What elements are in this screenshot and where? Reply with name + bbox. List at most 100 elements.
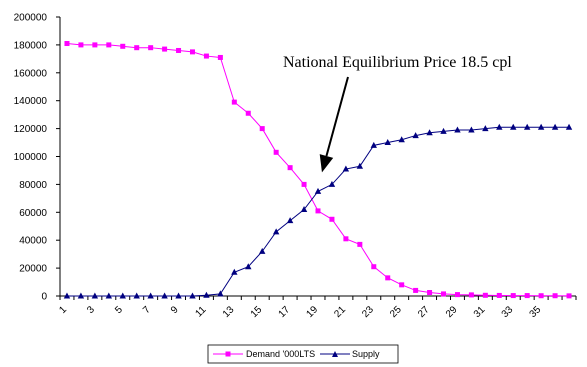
demand-point xyxy=(524,293,530,299)
y-tick-label: 140000 xyxy=(14,96,48,107)
demand-point xyxy=(315,208,321,214)
supply-point xyxy=(189,292,196,299)
supply-point xyxy=(203,291,210,298)
demand-point xyxy=(148,45,154,51)
y-tick-label: 160000 xyxy=(14,68,48,79)
x-tick-label: 31 xyxy=(472,304,488,320)
supply-series xyxy=(63,123,573,299)
y-tick-label: 100000 xyxy=(14,152,48,163)
x-tick-label: 1 xyxy=(57,304,69,316)
demand-point xyxy=(301,181,307,187)
x-tick-label: 29 xyxy=(444,304,460,320)
demand-point xyxy=(78,42,84,48)
demand-point xyxy=(413,287,419,293)
demand-point xyxy=(189,49,195,55)
supply-point xyxy=(328,180,336,187)
demand-point xyxy=(427,290,433,296)
supply-point xyxy=(91,292,99,299)
x-tick-label: 23 xyxy=(360,304,376,320)
demand-point xyxy=(399,282,405,288)
demand-point xyxy=(552,293,558,299)
x-tick-label: 27 xyxy=(416,304,432,320)
supply-point xyxy=(300,206,308,213)
supply-point xyxy=(482,125,489,132)
supply-point xyxy=(175,292,182,299)
x-tick-label: 9 xyxy=(169,304,181,316)
supply-point xyxy=(496,123,503,130)
demand-point xyxy=(176,47,182,53)
supply-point xyxy=(468,126,475,133)
demand-point xyxy=(482,292,488,298)
demand-point xyxy=(203,53,209,59)
demand-point xyxy=(106,42,112,48)
demand-point xyxy=(134,45,140,51)
supply-point xyxy=(454,126,461,133)
demand-point xyxy=(538,293,544,299)
demand-point xyxy=(92,42,98,48)
annotation-arrow xyxy=(325,76,349,157)
supply-point xyxy=(426,129,433,136)
y-axis: 0 20000 40000 60000 80000 100000 120000 140000 1… xyxy=(14,13,61,303)
demand-point xyxy=(468,292,474,298)
x-tick-label: 13 xyxy=(221,304,237,320)
y-tick-label: 0 xyxy=(41,292,47,303)
supply-point xyxy=(259,247,266,254)
supply-point xyxy=(510,123,517,130)
y-tick-label: 200000 xyxy=(14,13,48,24)
y-tick-label: 180000 xyxy=(14,40,48,51)
demand-point xyxy=(287,165,293,171)
demand-point xyxy=(259,126,265,132)
supply-point xyxy=(342,165,350,172)
supply-point xyxy=(398,136,405,143)
annotation-arrowhead xyxy=(319,154,334,173)
supply-point xyxy=(551,123,559,130)
demand-point xyxy=(454,292,460,298)
demand-point xyxy=(441,291,447,297)
supply-point xyxy=(537,123,545,130)
x-tick-label: 33 xyxy=(500,304,516,320)
demand-point xyxy=(329,216,335,222)
supply-point xyxy=(217,290,224,297)
y-tick-label: 40000 xyxy=(19,236,47,247)
supply-point xyxy=(565,123,573,130)
demand-point xyxy=(245,110,251,116)
supply-point xyxy=(245,263,252,270)
x-tick-label: 11 xyxy=(193,304,208,319)
y-tick-label: 120000 xyxy=(14,124,48,135)
supply-point xyxy=(63,292,71,299)
demand-point xyxy=(343,236,349,242)
legend-supply-marker xyxy=(332,351,338,357)
annotation: National Equilibrium Price 18.5 cpl xyxy=(283,54,512,173)
demand-point xyxy=(217,54,223,60)
x-tick-label: 15 xyxy=(249,304,265,320)
demand-point xyxy=(64,41,70,47)
x-tick-label: 21 xyxy=(332,304,348,320)
supply-point xyxy=(412,132,419,139)
supply-point xyxy=(133,292,140,299)
demand-point xyxy=(510,293,516,299)
x-tick-label: 7 xyxy=(141,304,153,316)
demand-point xyxy=(496,292,502,298)
x-tick-label: 5 xyxy=(113,304,125,316)
demand-point xyxy=(385,275,391,281)
demand-point xyxy=(162,46,168,52)
demand-point xyxy=(231,99,237,105)
supply-point xyxy=(286,217,294,224)
demand-point xyxy=(120,43,126,49)
legend-demand-marker xyxy=(225,351,231,357)
demand-point xyxy=(273,149,279,155)
supply-point xyxy=(384,139,391,146)
legend-box xyxy=(207,344,399,364)
demand-series xyxy=(64,41,572,299)
series-layer xyxy=(63,41,573,299)
legend-demand-label: Demand '000LTS xyxy=(246,349,315,359)
supply-point xyxy=(523,123,531,130)
supply-point xyxy=(231,268,238,275)
demand-line xyxy=(66,43,570,297)
supply-point xyxy=(440,127,447,134)
supply-point xyxy=(356,162,364,169)
supply-point xyxy=(77,292,85,299)
x-tick-label: 35 xyxy=(528,304,544,320)
annotation-label: National Equilibrium Price 18.5 cpl xyxy=(283,54,512,71)
